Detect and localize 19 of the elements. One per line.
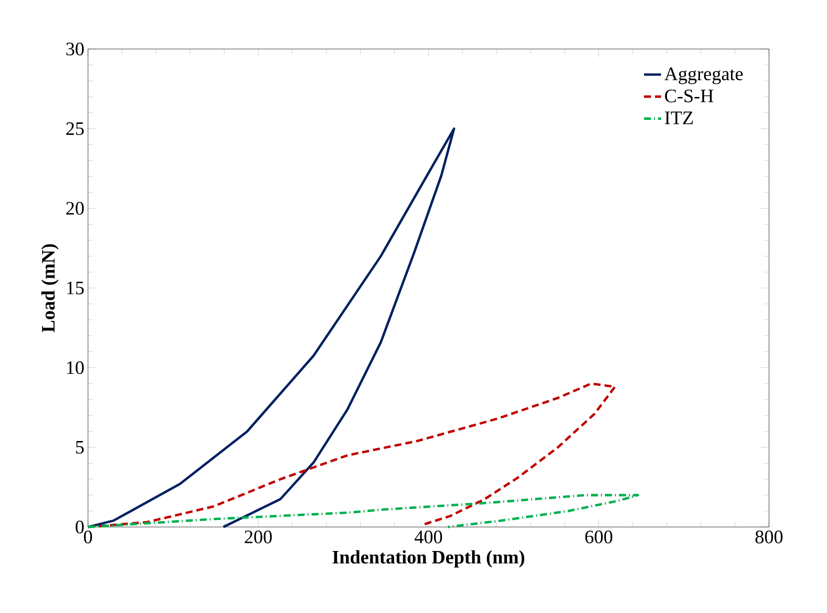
- x-axis-title: Indentation Depth (nm): [332, 550, 524, 568]
- y-tick-label: 30: [66, 42, 84, 56]
- legend-label: C-S-H: [665, 90, 714, 102]
- y-tick-label: 0: [76, 520, 84, 534]
- y-tick-label: 25: [66, 122, 84, 136]
- y-tick-label: 20: [66, 202, 84, 215]
- y-axis-title: Load (mN): [41, 244, 59, 332]
- x-tick-label: 0: [84, 530, 92, 544]
- x-tick-label: 600: [585, 530, 612, 544]
- x-tick-label: 400: [414, 530, 442, 544]
- y-tick-label: 15: [67, 282, 84, 294]
- y-tick-label: 10: [67, 361, 84, 374]
- x-tick-label: 800: [755, 530, 783, 544]
- legend-label: Aggregate: [664, 68, 743, 84]
- line-series: [86, 494, 640, 528]
- x-tick-label: 200: [244, 530, 272, 544]
- line-series: [86, 127, 456, 528]
- y-tick-label: 5: [76, 441, 84, 454]
- legend-label: ITZ: [664, 112, 693, 124]
